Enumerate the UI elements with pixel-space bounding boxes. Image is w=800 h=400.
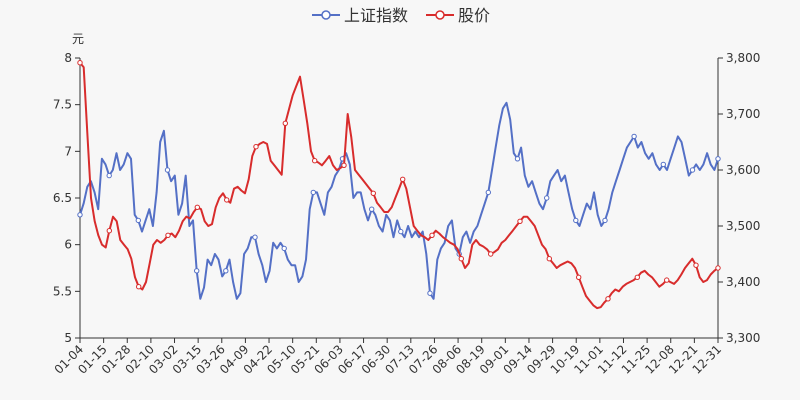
- right-axis-tick-label: 3,400: [726, 275, 760, 289]
- right-axis-tick-label: 3,600: [726, 163, 760, 177]
- data-point-index: [310, 189, 316, 196]
- data-point-price: [312, 158, 318, 164]
- data-point-price: [664, 277, 670, 283]
- legend-item-price[interactable]: 股价: [426, 6, 490, 25]
- legend[interactable]: 上证指数 股价: [312, 6, 490, 25]
- left-axis-tick-label: 6.5: [53, 191, 72, 205]
- left-axis-tick-label: 5: [64, 331, 72, 345]
- data-point-price: [77, 60, 83, 66]
- data-point-index: [689, 167, 696, 173]
- data-point-price: [165, 232, 171, 239]
- left-axis-tick-label: 7.5: [53, 98, 72, 112]
- data-point-price: [693, 262, 699, 268]
- data-point-index: [602, 217, 608, 224]
- data-point-index: [135, 217, 142, 224]
- data-point-index: [281, 245, 287, 252]
- data-point-price: [194, 204, 201, 211]
- left-axis-tick-label: 5.5: [53, 284, 72, 298]
- data-point-index: [631, 133, 637, 140]
- data-point-price: [546, 256, 552, 262]
- data-point-price: [253, 144, 259, 150]
- left-axis-tick-label: 6: [64, 238, 72, 252]
- data-point-price: [400, 176, 406, 183]
- axes: 5 5.5 6 6.5 7 7.5 8 3,300 3,400 3,500 3,600 3,700 3,…: [52, 51, 761, 377]
- data-point-price: [517, 218, 523, 225]
- right-axis-tick-label: 3,300: [726, 331, 760, 345]
- legend-label-price: 股价: [458, 6, 490, 25]
- data-point-index: [514, 156, 521, 162]
- right-axis-tick-label: 3,500: [726, 219, 760, 233]
- data-point-price: [458, 256, 464, 262]
- data-point-index: [715, 156, 721, 162]
- data-point-price: [370, 190, 376, 197]
- data-point-price: [634, 274, 640, 280]
- data-point-price: [429, 232, 435, 239]
- data-point-index: [164, 167, 171, 173]
- data-point-price: [224, 197, 230, 203]
- right-axis-tick-label: 3,700: [726, 107, 760, 121]
- right-axis-tick-label: 3,800: [726, 51, 760, 65]
- data-point-index: [252, 234, 258, 240]
- data-point-price: [106, 228, 113, 234]
- data-point-index: [485, 189, 491, 196]
- data-point-price: [282, 120, 288, 127]
- data-point-index: [573, 217, 579, 224]
- legend-label-index: 上证指数: [344, 6, 408, 25]
- data-point-price: [341, 162, 347, 169]
- data-point-price: [715, 265, 721, 271]
- data-point-price: [136, 284, 142, 290]
- data-point-index: [660, 161, 666, 168]
- data-point-index: [369, 206, 375, 212]
- data-point-price: [605, 296, 611, 302]
- left-axis-tick-label: 7: [64, 144, 72, 158]
- data-point-index: [223, 268, 229, 274]
- data-point-index: [106, 172, 112, 179]
- data-point-price: [488, 251, 494, 257]
- data-point-price: [576, 274, 582, 280]
- data-point-index: [544, 195, 550, 201]
- left-axis-tick-label: 8: [64, 51, 72, 65]
- data-point-index: [194, 268, 200, 274]
- data-point-index: [427, 290, 433, 296]
- data-point-index: [77, 212, 83, 218]
- left-axis-unit-label: 元: [72, 32, 84, 46]
- legend-item-index[interactable]: 上证指数: [312, 6, 408, 25]
- series-line-index: [79, 101, 719, 300]
- data-point-index: [398, 228, 404, 235]
- series-layer: [77, 60, 721, 310]
- series-line-price: [79, 62, 719, 310]
